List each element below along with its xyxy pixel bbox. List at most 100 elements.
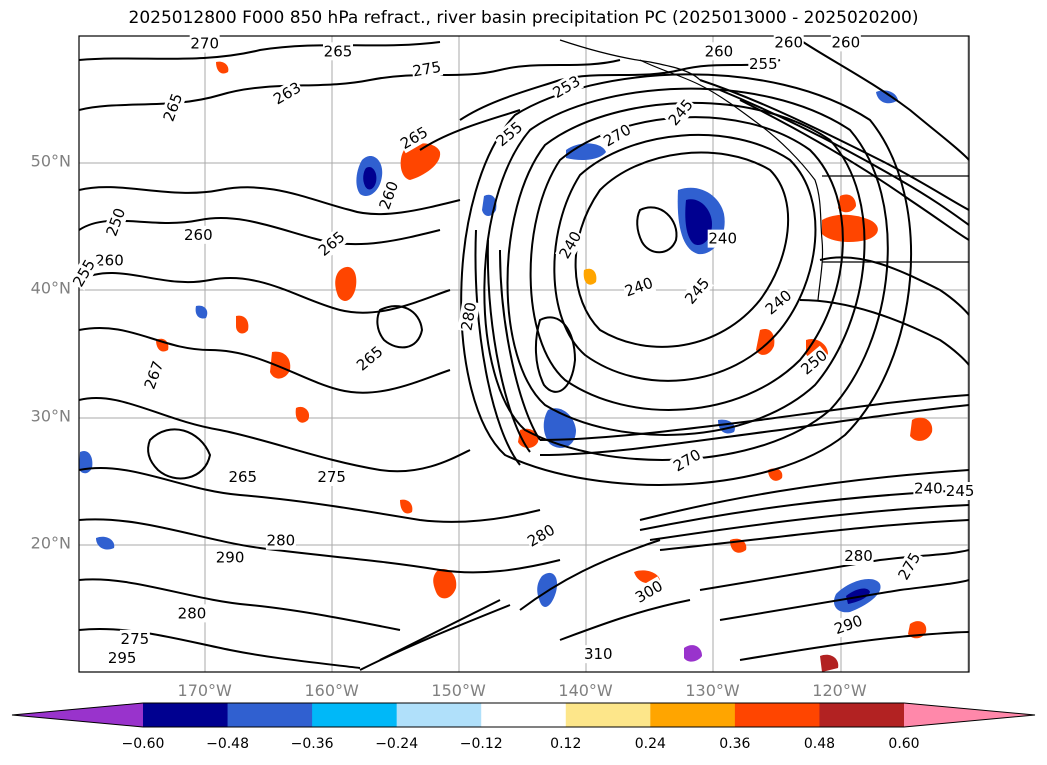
contour-line: [79, 186, 461, 216]
contour-label-bg: [265, 531, 296, 550]
contour-line: [739, 99, 969, 241]
colorbar-extend-high: [904, 703, 1035, 727]
contour-line: [79, 272, 451, 314]
longitude-label: 140°W: [558, 681, 613, 700]
contour-label-bg: [410, 57, 444, 81]
contour-label: 270: [190, 35, 219, 53]
coastline-alaska: [559, 39, 701, 81]
contour-line: [79, 217, 441, 246]
contour-line: [359, 604, 511, 671]
contour-line: [534, 316, 577, 393]
colorbar-outline: [11, 702, 1036, 728]
latitude-label: 50°N: [30, 151, 71, 171]
latitude-label: 20°N: [30, 533, 71, 553]
longitude-label: 130°W: [685, 681, 740, 700]
colorbar-cell: [734, 703, 820, 727]
contour-label-bg: [761, 285, 796, 319]
contour-label: 265: [228, 468, 257, 486]
contour-label-bg: [183, 225, 214, 244]
contour-line: [79, 326, 451, 394]
contour-label: 240: [708, 230, 737, 248]
colorbar-tick-label: −0.12: [459, 736, 503, 752]
contour-label-bg: [352, 341, 388, 375]
colorbar-cell: [312, 703, 398, 727]
contour-label-bg: [621, 273, 657, 301]
map-layers: [79, 36, 969, 672]
colorbar-tick-label: −0.48: [206, 736, 249, 752]
contour-label: 260: [832, 33, 861, 51]
contour-label-bg: [375, 178, 403, 213]
shade-navy: [685, 199, 712, 246]
shade-red: [400, 499, 413, 514]
contour-label-bg: [796, 345, 832, 379]
contour-label-bg: [227, 467, 258, 486]
contour-line: [79, 518, 561, 574]
contour-label-bg: [830, 33, 861, 52]
longitude-label: 170°W: [177, 681, 232, 700]
contour-label-bg: [599, 120, 635, 151]
contour-label-bg: [631, 576, 667, 607]
contour-label: 245: [946, 482, 975, 500]
latitude-label: 40°N: [30, 278, 71, 298]
contour-label-bg: [913, 479, 944, 498]
colorbar-cell: [650, 703, 736, 727]
shade-blue: [543, 408, 576, 448]
contour-line: [559, 599, 691, 641]
map-title: 2025012800 F000 850 hPa refract., river …: [128, 8, 919, 28]
contour-line: [659, 519, 969, 551]
contour-line: [819, 256, 969, 316]
shade-blue: [537, 572, 558, 607]
contour-label-bg: [664, 95, 698, 130]
coastline-north-america: [639, 59, 824, 301]
contour-label: 280: [267, 532, 296, 550]
contour-line: [719, 89, 969, 226]
contour-label-bg: [748, 55, 779, 74]
colorbar-cell: [565, 703, 651, 727]
contour-label-bg: [773, 33, 804, 52]
contour-label-bg: [669, 445, 705, 476]
contour-line: [799, 299, 969, 366]
colorbar-tick-label: 0.60: [888, 736, 920, 752]
contour-label-bg: [555, 227, 586, 263]
contour-label-bg: [707, 229, 738, 248]
shade-red: [400, 143, 441, 180]
contour-label: 280: [178, 604, 207, 622]
contour-line: [739, 631, 969, 661]
refractivity-contours: [79, 39, 969, 671]
shade-red: [910, 417, 933, 441]
colorbar-tick-label: 0.24: [634, 736, 666, 752]
contour-label-bg: [945, 482, 976, 501]
contour-line: [419, 109, 521, 151]
contour-line: [486, 239, 531, 453]
contour-label-bg: [680, 273, 714, 309]
contour-line: [147, 428, 212, 480]
latitude-label: 30°N: [30, 406, 71, 426]
contour-label-bg: [314, 227, 349, 261]
contour-label-bg: [269, 78, 305, 109]
contour-label: 265: [324, 42, 353, 60]
contour-label: 280: [844, 547, 873, 565]
contour-line: [474, 229, 521, 466]
contour-label-bg: [189, 34, 220, 53]
colorbar-tick-label: −0.60: [121, 736, 165, 752]
contour-line: [519, 539, 661, 611]
shade-blue: [195, 305, 208, 319]
shade-red: [335, 266, 357, 301]
contour-label: 310: [584, 645, 613, 663]
colorbar-cell: [819, 703, 905, 727]
contour-line: [79, 397, 471, 473]
contour-line: [79, 41, 441, 61]
contour-label: 280: [457, 301, 480, 332]
coastlines: [559, 39, 969, 301]
shade-orange: [583, 268, 597, 285]
contour-line: [539, 404, 969, 456]
contour-line: [376, 305, 424, 349]
contour-label-bg: [894, 548, 925, 584]
contour-label-bg: [523, 520, 559, 551]
contour-label: 290: [216, 548, 245, 566]
colorbar-tick-label: −0.36: [290, 736, 334, 752]
contour-label: 295: [108, 649, 137, 667]
contour-label-bg: [119, 629, 150, 648]
shade-red: [768, 468, 783, 481]
